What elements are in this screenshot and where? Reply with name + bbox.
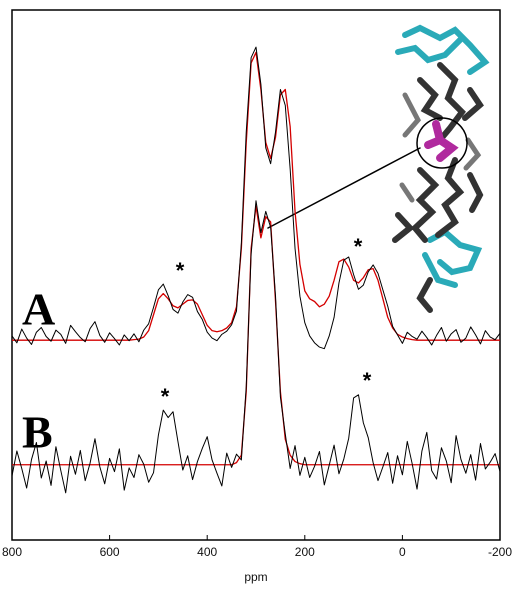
x-tick-label: 800: [2, 545, 22, 559]
x-tick-label: 0: [399, 545, 406, 559]
x-axis-label: ppm: [244, 570, 267, 584]
peak-annotation: *: [363, 368, 372, 393]
chart: ppm A B 8006004002000: [0, 0, 519, 591]
x-tick-label: 600: [100, 545, 120, 559]
spectrum-line: [12, 201, 500, 493]
peak-annotation: *: [161, 384, 170, 409]
x-tick-label: 400: [197, 545, 217, 559]
peak-annotation: *: [354, 234, 363, 259]
spectrum-line: [12, 206, 500, 465]
x-tick-label: -200: [488, 545, 512, 559]
peak-annotation: *: [176, 258, 185, 283]
spectrum-label: A: [22, 284, 55, 335]
x-tick-label: 200: [295, 545, 315, 559]
